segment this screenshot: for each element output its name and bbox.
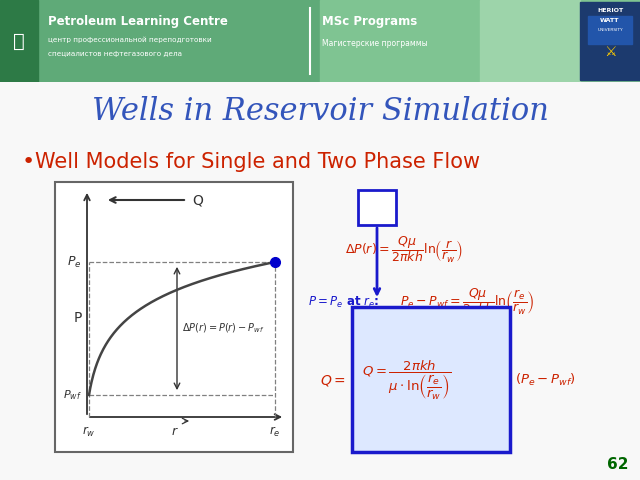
Text: Q: Q bbox=[192, 193, 203, 207]
Text: Petroleum Learning Centre: Petroleum Learning Centre bbox=[48, 15, 228, 28]
Bar bbox=[480, 0, 580, 82]
Text: P: P bbox=[74, 312, 82, 325]
Text: $P{=}P_e$ at $r_e$:: $P{=}P_e$ at $r_e$: bbox=[308, 294, 380, 310]
Text: специалистов нефтегазового дела: специалистов нефтегазового дела bbox=[48, 51, 182, 57]
Bar bbox=[588, 16, 632, 44]
Bar bbox=[580, 2, 640, 80]
Text: WATT: WATT bbox=[600, 17, 620, 23]
Text: •: • bbox=[22, 152, 35, 172]
Text: UNIVERSITY: UNIVERSITY bbox=[597, 28, 623, 32]
Bar bbox=[358, 190, 396, 225]
Text: $r_e$: $r_e$ bbox=[269, 425, 281, 439]
Text: $\Delta P(r) = P(r) - P_{wf}$: $\Delta P(r) = P(r) - P_{wf}$ bbox=[182, 322, 264, 336]
Text: r: r bbox=[172, 425, 177, 438]
Text: 62: 62 bbox=[607, 457, 628, 472]
Text: MSc Programs: MSc Programs bbox=[322, 15, 417, 28]
Text: $P_e - P_{wf} = \dfrac{Q\mu}{2\pi kh}\ln\!\left(\dfrac{r_e}{r_w}\right)$: $P_e - P_{wf} = \dfrac{Q\mu}{2\pi kh}\ln… bbox=[400, 287, 535, 317]
Text: $\Delta P(r){=}\dfrac{Q\mu}{2\pi kh}\ln\!\left(\dfrac{r}{r_w}\right)$: $\Delta P(r){=}\dfrac{Q\mu}{2\pi kh}\ln\… bbox=[345, 235, 463, 265]
Text: $P_e$: $P_e$ bbox=[67, 254, 82, 270]
Text: ⚔: ⚔ bbox=[604, 45, 616, 59]
Bar bbox=[0, 0, 38, 82]
Bar bbox=[55, 182, 293, 452]
Text: 🎓: 🎓 bbox=[13, 32, 25, 50]
Bar bbox=[352, 307, 510, 452]
Text: Well Models for Single and Two Phase Flow: Well Models for Single and Two Phase Flo… bbox=[35, 152, 480, 172]
Text: Магистерские программы: Магистерские программы bbox=[322, 39, 428, 48]
Text: $r_w$: $r_w$ bbox=[82, 425, 96, 439]
Text: $P_{wf}$: $P_{wf}$ bbox=[63, 388, 82, 402]
Bar bbox=[320, 0, 640, 82]
Text: $Q = \dfrac{2\pi kh}{\mu \cdot \ln\!\left(\dfrac{r_e}{r_w}\right)}$: $Q = \dfrac{2\pi kh}{\mu \cdot \ln\!\lef… bbox=[362, 359, 451, 402]
Text: $Q =$: $Q =$ bbox=[320, 372, 346, 387]
Text: HERIOT: HERIOT bbox=[597, 8, 623, 12]
Text: Wells in Reservoir Simulation: Wells in Reservoir Simulation bbox=[92, 96, 548, 128]
Text: центр профессиональной переподготовки: центр профессиональной переподготовки bbox=[48, 37, 212, 43]
Text: $(P_e - P_{wf})$: $(P_e - P_{wf})$ bbox=[515, 372, 575, 388]
